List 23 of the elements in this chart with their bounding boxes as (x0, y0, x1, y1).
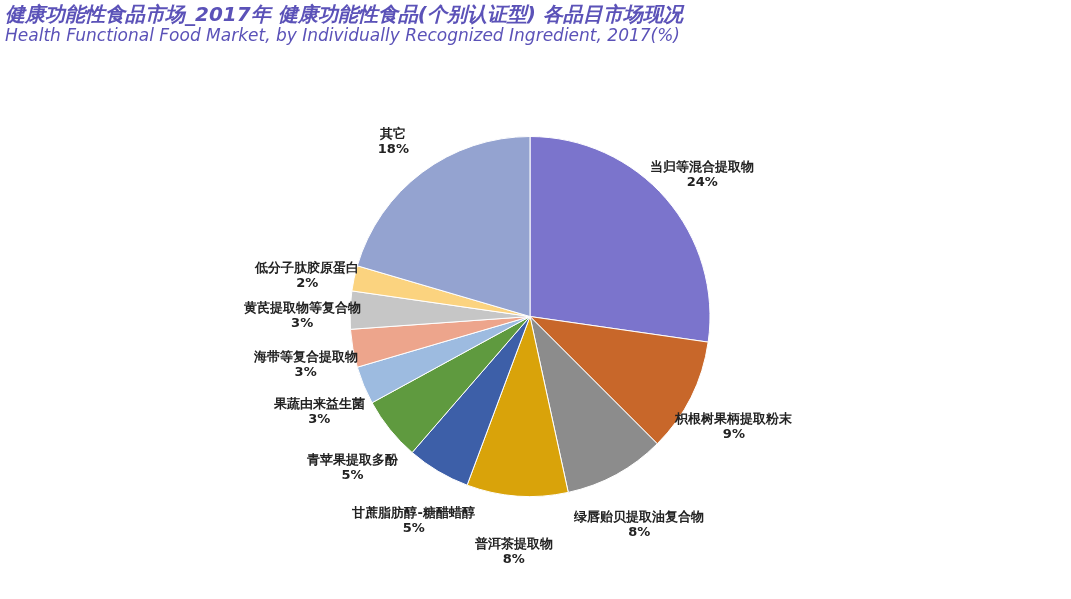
slice-label: 黄芪提取物等复合物 (242, 300, 361, 316)
data-label: 24% (686, 174, 718, 190)
data-label: 5% (402, 519, 425, 535)
slice-label: 其它 (379, 125, 407, 141)
slice-label: 低分子肽胶原蛋白 (254, 260, 360, 276)
slice-label: 绿唇贻贝提取油复合物 (573, 508, 705, 524)
chart-title: 健康功能性食品市场_2017年 健康功能性食品(个别认证型) 各品目市场现况 (5, 2, 685, 26)
data-label: 8% (502, 550, 525, 566)
data-label: 5% (341, 466, 364, 482)
slice-label: 青苹果提取多酚 (305, 451, 399, 467)
slice-label: 当归等混合提取物 (650, 159, 755, 175)
data-label: 9% (722, 425, 745, 441)
data-label: 8% (628, 523, 651, 539)
data-label: 3% (291, 315, 314, 331)
data-label: 3% (294, 363, 317, 379)
slice-label: 海带等复合提取物 (252, 348, 358, 364)
data-label: 18% (377, 140, 409, 156)
slice-label: 普洱茶提取物 (473, 535, 553, 551)
data-label: 2% (296, 275, 319, 291)
data-label: 3% (308, 410, 331, 426)
slice-label: 果蔬由来益生菌 (272, 395, 365, 411)
chart-subtitle: Health Functional Food Market, by Individually Recognized Ingredient, 2017(%) (5, 25, 680, 45)
slice-label: 甘蔗脂肪醇-糖醋蜡醇 (351, 504, 475, 520)
